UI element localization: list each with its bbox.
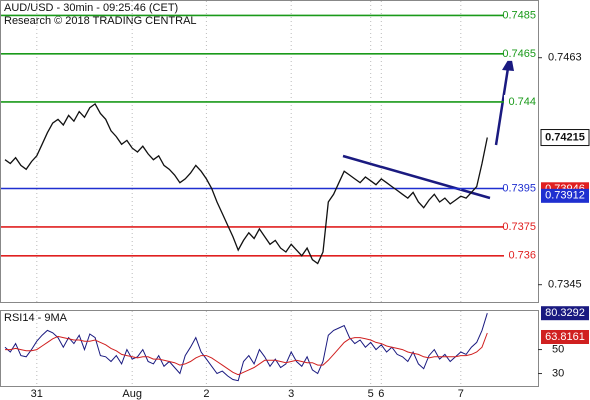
marker-label: 0.73912 (545, 190, 585, 202)
level-label: 0.744 (508, 96, 536, 108)
rsi-box (541, 329, 589, 344)
level-label: 0.736 (508, 250, 536, 262)
y-tick-label: 30 (552, 367, 564, 379)
marker-box (541, 188, 589, 203)
level-label-bg (504, 181, 538, 196)
x-tick-label: 3 (288, 388, 294, 400)
level-label: 0.7465 (502, 48, 536, 60)
rsi-title: RSI14 - 9MA (4, 312, 68, 324)
price-label: 0.74215 (545, 131, 585, 143)
series-line (4, 102, 488, 265)
trend-line (342, 154, 491, 200)
level-label-bg (504, 248, 538, 263)
level-label-bg (504, 46, 538, 61)
level-label-bg (504, 94, 538, 109)
rsi-label: 80.3292 (545, 307, 585, 319)
level-label: 0.7395 (502, 182, 536, 194)
rsi-panel (0, 310, 539, 387)
price-box (540, 129, 590, 147)
chart-title: AUD/USD - 30min - 09:25:46 (CET) (4, 2, 178, 14)
x-tick-label: Aug (122, 388, 142, 400)
rsi-box (541, 306, 589, 321)
x-tick-label: 31 (31, 388, 43, 400)
series-line (5, 332, 488, 376)
level-label-bg (504, 8, 538, 23)
x-tick-label: 6 (378, 388, 384, 400)
chart-subtitle: Research © 2018 TRADING CENTRAL (4, 15, 197, 27)
y-tick-label: 0.7463 (548, 52, 582, 64)
y-tick-label: 50 (552, 343, 564, 355)
level-label-bg (504, 219, 538, 234)
series-line (4, 313, 488, 382)
y-tick-label: 0.7345 (548, 279, 582, 291)
price-panel (0, 0, 539, 303)
x-tick-label: 5 (368, 388, 374, 400)
level-label: 0.7485 (502, 9, 536, 21)
level-label: 0.7375 (502, 221, 536, 233)
x-tick-label: 2 (203, 388, 209, 400)
rsi-label: 63.8161 (545, 331, 585, 343)
projection-arrow (494, 67, 510, 146)
x-tick-label: 7 (458, 388, 464, 400)
